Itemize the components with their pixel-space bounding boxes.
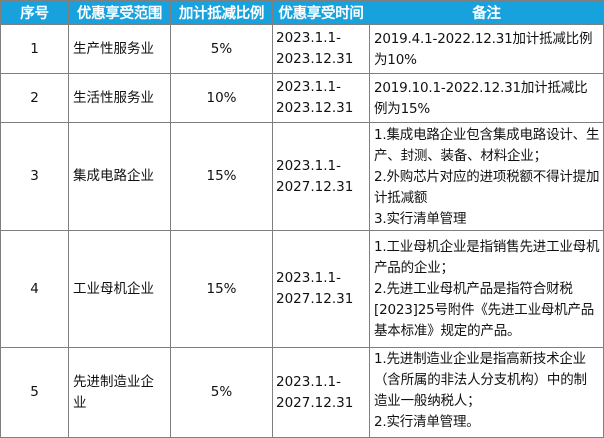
note-line: 2.实行清单管理。 — [374, 414, 480, 430]
note-line: 2.先进工业母机产品是指符合财税[2023]25号附件《先进工业母机产品基本标准… — [374, 281, 595, 339]
row-notes: 1.工业母机企业是指销售先进工业母机产品的企业； 2.先进工业母机产品是指符合财… — [369, 230, 604, 348]
header-scope: 优惠享受范围 — [68, 0, 171, 25]
row-period: 2023.1.1- 2027.12.31 — [272, 347, 370, 438]
note-line: 2019.4.1-2022.12.31加计抵减比例为10% — [374, 30, 593, 68]
header-index: 序号 — [0, 0, 69, 25]
table-header-row: 序号 优惠享受范围 加计抵减比例 优惠享受时间 备注 — [0, 0, 604, 25]
table-row: 5 先进制造业企 业 5% 2023.1.1- 2027.12.31 1.先进制… — [0, 347, 604, 438]
period-end: 2027.12.31 — [276, 394, 354, 411]
period-end: 2023.12.31 — [276, 100, 354, 116]
row-index: 4 — [0, 230, 69, 348]
row-period: 2023.1.1- 2023.12.31 — [272, 24, 370, 74]
period-start: 2023.1.1- — [276, 270, 341, 286]
row-index: 1 — [0, 24, 69, 74]
row-index: 3 — [0, 122, 69, 231]
table-row: 1 生产性服务业 5% 2023.1.1- 2023.12.31 2019.4.… — [0, 24, 604, 74]
table-row: 3 集成电路企业 15% 2023.1.1- 2027.12.31 1.集成电路… — [0, 122, 604, 231]
period-start: 2023.1.1- — [276, 30, 341, 46]
period-end: 2027.12.31 — [276, 291, 354, 307]
note-line: 1.先进制造业企业是指高新技术企业（含所属的非法人分支机构）中的制造业一般纳税人… — [374, 351, 587, 409]
header-ratio: 加计抵减比例 — [170, 0, 273, 25]
note-line: 2019.10.1-2022.12.31加计抵减比例为15% — [374, 79, 588, 117]
row-period: 2023.1.1- 2027.12.31 — [272, 230, 370, 348]
scope-line: 先进制造业企 — [73, 373, 154, 390]
table-row: 4 工业母机企业 15% 2023.1.1- 2027.12.31 1.工业母机… — [0, 230, 604, 348]
header-notes: 备注 — [369, 0, 604, 25]
note-line: 2.外购芯片对应的进项税额不得计提加计抵减额 — [374, 168, 600, 206]
row-ratio: 15% — [170, 230, 273, 348]
row-notes: 1.先进制造业企业是指高新技术企业（含所属的非法人分支机构）中的制造业一般纳税人… — [369, 347, 604, 438]
period-end: 2027.12.31 — [276, 178, 354, 195]
row-scope: 生产性服务业 — [68, 24, 171, 74]
row-index: 2 — [0, 73, 69, 123]
row-index: 5 — [0, 347, 69, 438]
period-start: 2023.1.1- — [276, 373, 341, 390]
row-ratio: 10% — [170, 73, 273, 123]
header-period: 优惠享受时间 — [272, 0, 370, 25]
row-ratio: 15% — [170, 122, 273, 231]
note-line: 1.工业母机企业是指销售先进工业母机产品的企业； — [374, 239, 600, 276]
scope-line: 业 — [73, 394, 87, 411]
row-scope: 先进制造业企 业 — [68, 347, 171, 438]
row-scope: 集成电路企业 — [68, 122, 171, 231]
table-row: 2 生活性服务业 10% 2023.1.1- 2023.12.31 2019.1… — [0, 73, 604, 123]
row-period: 2023.1.1- 2027.12.31 — [272, 122, 370, 231]
period-start: 2023.1.1- — [276, 157, 341, 174]
row-period: 2023.1.1- 2023.12.31 — [272, 73, 370, 123]
row-scope: 工业母机企业 — [68, 230, 171, 348]
note-line: 1.集成电路企业包含集成电路设计、生产、封测、装备、材料企业； — [374, 126, 600, 164]
row-ratio: 5% — [170, 347, 273, 438]
row-scope: 生活性服务业 — [68, 73, 171, 123]
row-notes: 2019.4.1-2022.12.31加计抵减比例为10% — [369, 24, 604, 74]
row-notes: 1.集成电路企业包含集成电路设计、生产、封测、装备、材料企业； 2.外购芯片对应… — [369, 122, 604, 231]
row-ratio: 5% — [170, 24, 273, 74]
period-end: 2023.12.31 — [276, 51, 354, 67]
row-notes: 2019.10.1-2022.12.31加计抵减比例为15% — [369, 73, 604, 123]
note-line: 3.实行清单管理 — [374, 210, 467, 227]
period-start: 2023.1.1- — [276, 79, 341, 95]
